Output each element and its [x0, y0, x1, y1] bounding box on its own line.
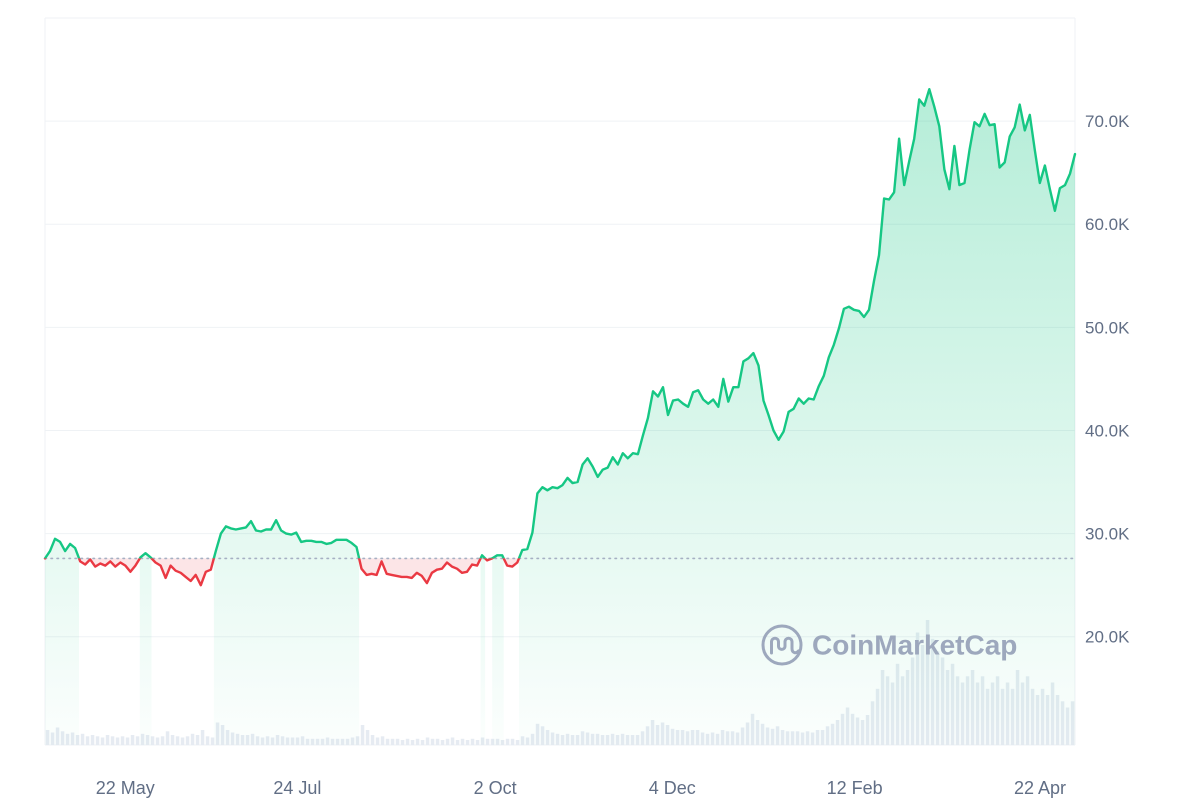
volume-bar	[190, 733, 195, 746]
watermark-text: CoinMarketCap	[812, 630, 1017, 661]
volume-bar	[370, 735, 375, 745]
volume-bar	[410, 740, 415, 745]
volume-bar	[460, 738, 465, 746]
area-up	[480, 555, 486, 745]
x-axis-label: 2 Oct	[474, 778, 517, 798]
volume-bar	[515, 740, 520, 745]
area-up	[45, 538, 79, 745]
x-axis-label: 22 May	[96, 778, 155, 798]
y-axis-label: 50.0K	[1085, 318, 1130, 337]
y-axis-label: 60.0K	[1085, 215, 1130, 234]
volume-bar	[185, 736, 190, 746]
volume-bar	[475, 740, 480, 745]
volume-bar	[155, 737, 160, 745]
volume-bar	[390, 738, 395, 746]
coinmarketcap-logo-m	[770, 636, 800, 655]
volume-bar	[80, 733, 85, 746]
volume-bar	[445, 738, 450, 746]
volume-bar	[150, 736, 155, 746]
volume-bar	[90, 735, 95, 745]
volume-bar	[430, 738, 435, 746]
area-up	[492, 555, 504, 745]
volume-bar	[85, 736, 90, 746]
volume-bar	[180, 737, 185, 745]
y-axis-label: 30.0K	[1085, 525, 1130, 544]
volume-bar	[375, 737, 380, 745]
volume-bar	[135, 736, 140, 746]
volume-bar	[405, 738, 410, 746]
volume-bar	[485, 738, 490, 746]
volume-bar	[505, 738, 510, 746]
volume-bar	[510, 738, 515, 746]
volume-bar	[100, 737, 105, 745]
volume-bar	[195, 735, 200, 745]
volume-bar	[365, 730, 370, 745]
coinmarketcap-logo-icon	[761, 624, 803, 666]
volume-bar	[160, 736, 165, 746]
volume-bar	[470, 738, 475, 746]
volume-bar	[170, 735, 175, 745]
volume-bar	[440, 740, 445, 745]
y-axis-label: 70.0K	[1085, 112, 1130, 131]
volume-bar	[125, 737, 130, 745]
volume-bar	[450, 737, 455, 745]
volume-bar	[360, 725, 365, 745]
x-axis-label: 24 Jul	[273, 778, 321, 798]
area-up	[213, 520, 360, 745]
volume-bar	[415, 738, 420, 746]
volume-bar	[205, 736, 210, 746]
volume-bar	[210, 737, 215, 745]
volume-bar	[435, 738, 440, 746]
x-axis-label: 12 Feb	[827, 778, 883, 798]
x-axis-label: 4 Dec	[649, 778, 696, 798]
volume-bar	[385, 738, 390, 746]
area-up	[139, 553, 152, 745]
volume-bar	[380, 736, 385, 746]
volume-bar	[115, 737, 120, 745]
volume-bar	[420, 740, 425, 745]
volume-bar	[395, 738, 400, 746]
volume-bar	[165, 731, 170, 746]
y-axis-label: 40.0K	[1085, 422, 1130, 441]
price-line-up	[43, 88, 1077, 559]
area-down	[79, 558, 140, 572]
volume-bar	[105, 735, 110, 745]
area-up	[519, 89, 1075, 745]
volume-bar	[175, 736, 180, 746]
volume-bar	[455, 740, 460, 745]
y-axis-label: 20.0K	[1085, 628, 1130, 647]
volume-bar	[200, 730, 205, 745]
volume-bar	[425, 737, 430, 745]
volume-bar	[110, 736, 115, 746]
volume-bar	[120, 736, 125, 746]
volume-bar	[400, 740, 405, 745]
volume-bar	[95, 736, 100, 746]
volume-bar	[465, 740, 470, 745]
watermark: CoinMarketCap	[761, 624, 1017, 666]
x-axis-label: 22 Apr	[1014, 778, 1066, 798]
volume-bar	[130, 735, 135, 745]
